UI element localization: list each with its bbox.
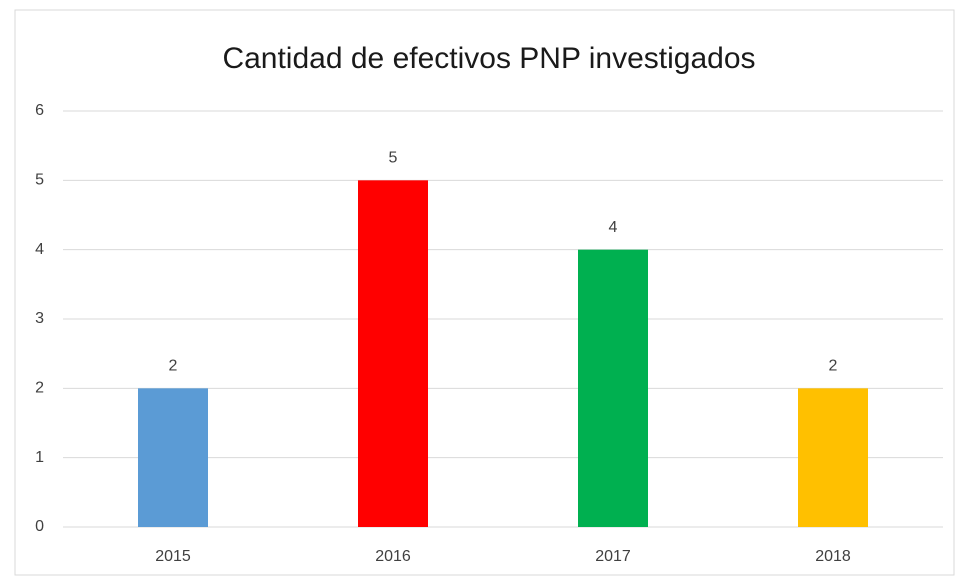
y-tick-label: 5 xyxy=(35,172,44,189)
y-tick-label: 6 xyxy=(35,102,44,119)
x-tick-label: 2016 xyxy=(375,548,411,565)
x-tick-label: 2017 xyxy=(595,548,631,565)
y-tick-label: 2 xyxy=(35,380,44,397)
data-label: 4 xyxy=(609,219,618,236)
bar xyxy=(358,180,428,528)
chart-title: Cantidad de efectivos PNP investigados xyxy=(222,42,755,75)
bar xyxy=(138,388,208,527)
bar xyxy=(578,249,648,527)
y-tick-label: 4 xyxy=(35,241,44,258)
data-label: 2 xyxy=(169,358,178,375)
x-tick-label: 2018 xyxy=(815,548,851,565)
data-label: 2 xyxy=(829,358,838,375)
x-tick-label: 2015 xyxy=(155,548,191,565)
y-tick-label: 0 xyxy=(35,518,44,535)
bar xyxy=(798,388,868,527)
y-tick-label: 1 xyxy=(35,449,44,466)
data-label: 5 xyxy=(389,150,398,167)
y-tick-label: 3 xyxy=(35,310,44,327)
